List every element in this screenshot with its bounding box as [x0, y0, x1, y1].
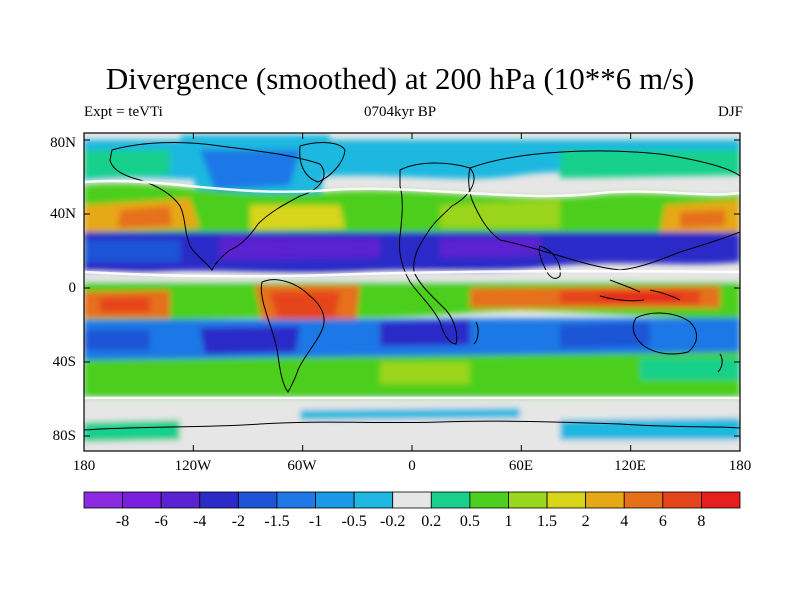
- y-label-0: 0: [69, 280, 77, 296]
- colorbar-label: 2: [582, 513, 590, 530]
- colorbar-swatch: [237, 491, 278, 509]
- map-title: Divergence (smoothed) at 200 hPa (10**6 …: [105, 61, 695, 96]
- period-label: 0704kyr BP: [363, 104, 437, 120]
- colorbar-swatch: [546, 491, 587, 509]
- x-label-120w: 120W: [175, 458, 213, 474]
- y-label-80n: 80N: [50, 135, 76, 151]
- colorbar-swatch: [276, 491, 316, 509]
- colorbar-swatch: [430, 491, 471, 509]
- colorbar-label: -0.5: [341, 513, 366, 530]
- colorbar-label: 1.5: [537, 513, 557, 530]
- y-label-40n: 40N: [50, 206, 76, 222]
- colorbar-swatch: [585, 491, 625, 509]
- divergence-field: [84, 133, 740, 451]
- x-label-0: 0: [408, 458, 416, 474]
- x-label-60e: 60E: [509, 458, 533, 474]
- colorbar-label: -0.2: [380, 513, 405, 530]
- colorbar-swatch: [160, 491, 201, 509]
- colorbar-swatch: [469, 491, 509, 509]
- colorbar-swatch: [353, 491, 394, 509]
- coastlines: [84, 142, 740, 431]
- x-label-120e: 120E: [614, 458, 646, 474]
- colorbar-label: -4: [193, 513, 206, 530]
- colorbar-label: -8: [116, 513, 129, 530]
- y-axis-labels: 80N 40N 0 40S 80S: [50, 135, 76, 444]
- colorbar-label: -1.5: [264, 513, 289, 530]
- colorbar-label: 0.5: [460, 513, 480, 530]
- colorbar-label: -2: [232, 513, 245, 530]
- colorbar-label: -1: [309, 513, 322, 530]
- colorbar-label: 1: [504, 513, 512, 530]
- colorbar-swatch: [701, 491, 741, 509]
- colorbar-label: 6: [659, 513, 667, 530]
- colorbar-swatch: [508, 491, 548, 509]
- x-axis-labels: 180 120W 60W 0 60E 120E 180: [73, 458, 752, 474]
- y-label-40s: 40S: [53, 354, 76, 370]
- colorbar-swatch: [199, 491, 239, 509]
- colorbar-swatch: [83, 491, 123, 509]
- y-label-80s: 80S: [53, 428, 76, 444]
- colorbar-swatch: [662, 491, 702, 509]
- colorbar-swatch: [392, 491, 432, 509]
- colorbar-label: 8: [697, 513, 705, 530]
- colorbar-label: 0.2: [421, 513, 441, 530]
- colorbar-swatch: [315, 491, 355, 509]
- colorbar: [83, 491, 741, 509]
- season-label: DJF: [717, 104, 743, 120]
- axis-ticks: [83, 133, 741, 451]
- colorbar-swatch: [122, 491, 162, 509]
- colorbar-labels: -8 -6 -4 -2 -1.5 -1 -0.5 -0.2 0.2 0.5 1 1.5 2 4 6 8: [116, 513, 705, 530]
- x-label-180w: 180: [73, 458, 96, 474]
- experiment-label: Expt = teVTi: [84, 104, 163, 120]
- x-label-180e: 180: [729, 458, 752, 474]
- colorbar-label: -6: [155, 513, 168, 530]
- x-label-60w: 60W: [287, 458, 317, 474]
- colorbar-swatch: [623, 491, 664, 509]
- colorbar-label: 4: [620, 513, 628, 530]
